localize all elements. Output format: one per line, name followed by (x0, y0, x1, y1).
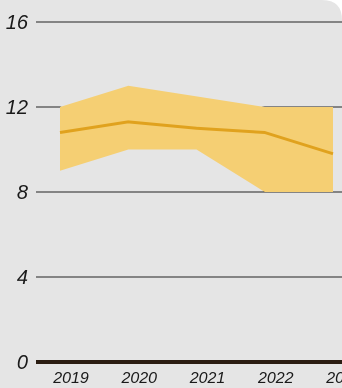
y-tick-label: 12 (6, 97, 28, 119)
series-line (59, 120, 334, 156)
x-tick-label: 2020 (120, 370, 157, 387)
y-tick-label: 16 (6, 12, 29, 34)
range-band (60, 85, 333, 192)
x-tick-label: 2023 (325, 370, 342, 387)
x-tick-label: 2021 (189, 370, 226, 387)
x-tick-labels: 2019 2020 2021 2022 2023 (52, 370, 342, 387)
x-tick-label: 2019 (52, 370, 89, 387)
y-tick-label: 0 (17, 352, 28, 374)
y-tick-label: 4 (17, 267, 28, 289)
y-tick-label: 8 (17, 182, 28, 204)
y-tick-labels: 0 4 8 12 16 (6, 12, 29, 374)
x-tick-label: 2022 (257, 370, 294, 387)
